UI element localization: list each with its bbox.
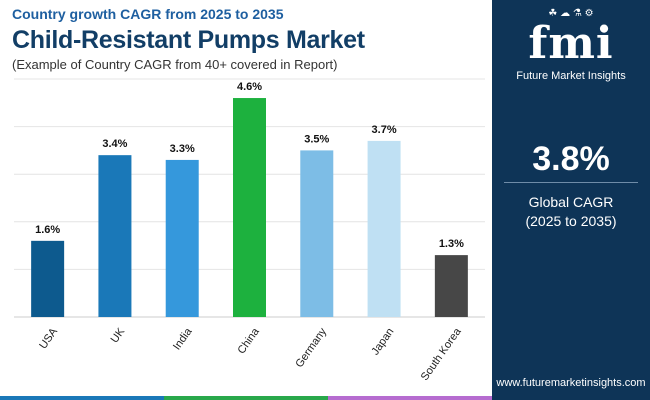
chart-title: Child-Resistant Pumps Market <box>12 26 365 54</box>
fmi-logo: ☘ ☁ ⚗ ⚙ fmi Future Market Insights <box>492 8 650 82</box>
chart-note: (Example of Country CAGR from 40+ covere… <box>12 57 338 72</box>
logo-icons: ☘ ☁ ⚗ ⚙ <box>548 8 594 19</box>
bar <box>300 150 334 317</box>
data-label: 3.4% <box>102 138 127 150</box>
bottom-bar-segment-3 <box>328 396 492 400</box>
global-cagr-label: Global CAGR (2025 to 2035) <box>492 193 650 231</box>
bar <box>165 159 199 317</box>
x-tick-label: USA <box>37 325 60 351</box>
x-tick-label: Germany <box>293 326 329 370</box>
data-label: 3.5% <box>304 133 329 145</box>
x-tick-label: UK <box>109 325 128 345</box>
x-tick-label: China <box>236 325 263 356</box>
bar-chart: 1.6% USA 3.4% UK 3.3% India 4.6% China 3.5% Germa… <box>14 78 485 383</box>
bar <box>434 255 468 317</box>
bar <box>31 240 65 317</box>
data-label: 1.3% <box>439 238 464 250</box>
data-label: 4.6% <box>237 81 262 93</box>
kpi-label-line2: (2025 to 2035) <box>525 213 617 229</box>
bottom-color-bar <box>0 396 492 400</box>
x-tick-label: South Korea <box>419 325 464 383</box>
bar <box>98 155 132 317</box>
kpi-label-line1: Global CAGR <box>528 194 614 210</box>
x-tick-label: Japan <box>369 326 396 357</box>
logo-mark: fmi <box>528 18 614 69</box>
bar <box>233 98 266 317</box>
global-cagr-value: 3.8% <box>532 140 610 178</box>
logo-text: Future Market Insights <box>516 70 626 82</box>
sidebar-panel: ☘ ☁ ⚗ ⚙ fmi Future Market Insights 3.8% … <box>492 0 650 400</box>
chart-subtitle: Country growth CAGR from 2025 to 2035 <box>12 6 284 22</box>
kpi-divider <box>504 182 638 183</box>
bottom-bar-segment-2 <box>164 396 328 400</box>
data-label: 3.7% <box>372 124 397 136</box>
data-label: 3.3% <box>170 143 195 155</box>
x-tick-label: India <box>171 325 195 352</box>
data-label: 1.6% <box>35 224 60 236</box>
website-link[interactable]: www.futuremarketinsights.com <box>496 377 646 389</box>
bottom-bar-segment-1 <box>0 396 164 400</box>
bar <box>367 140 401 317</box>
